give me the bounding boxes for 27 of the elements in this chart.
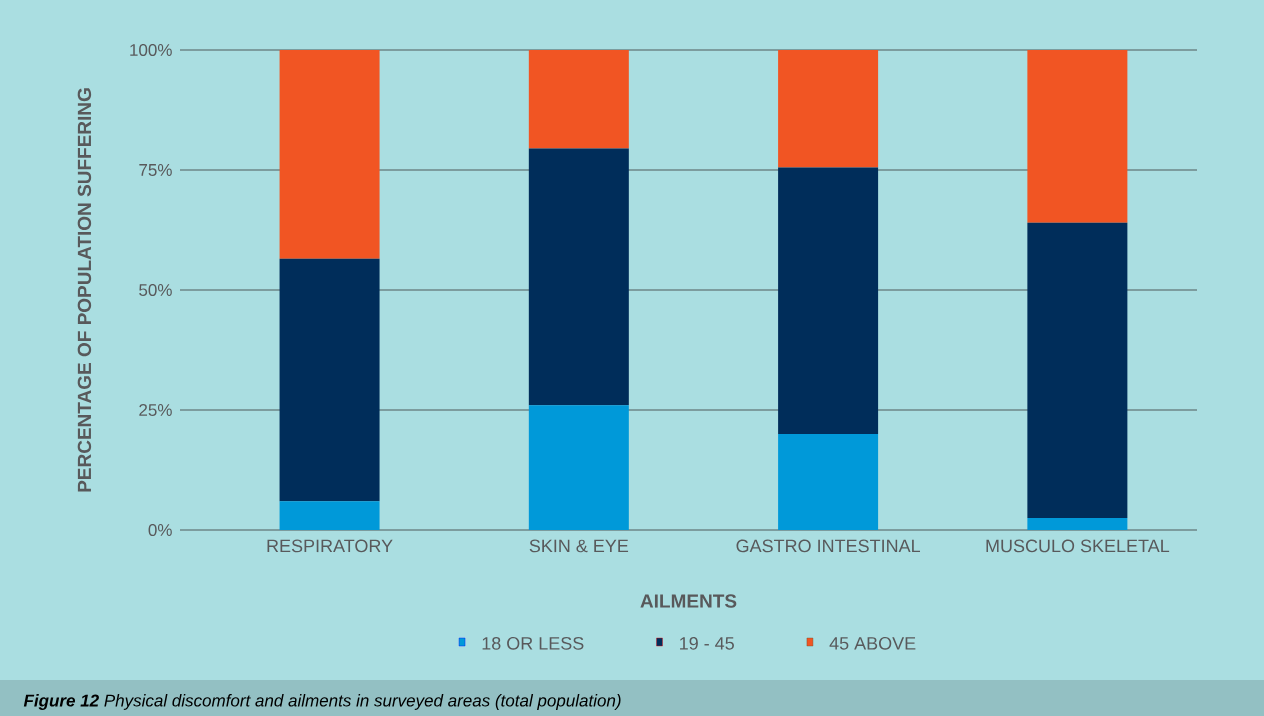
legend-label: 45 ABOVE (829, 636, 916, 650)
bar (528, 148, 629, 406)
y-tick-label: 25% (139, 403, 172, 417)
x-tick-label: MUSCULO SKELETAL (986, 539, 1170, 553)
legend-label: 18 OR LESS (482, 636, 584, 650)
bar (1027, 50, 1128, 223)
bar (1027, 518, 1128, 530)
bar (1027, 222, 1128, 518)
y-tick-label: 100% (130, 43, 172, 57)
y-tick-label: 50% (139, 283, 172, 297)
bar (279, 50, 380, 259)
bar (279, 501, 380, 530)
bar (778, 167, 879, 434)
y-axis-title: PERCENTAGE OF POPULATION SUFFERING (77, 88, 92, 492)
y-tick-label: 75% (139, 164, 172, 176)
legend-label: 19 - 45 (680, 636, 734, 650)
bar (778, 50, 879, 168)
bar (528, 405, 629, 530)
x-tick-label: SKIN & EYE (529, 539, 629, 553)
y-tick-label: 0% (148, 523, 172, 537)
bar (778, 434, 879, 530)
bar (528, 50, 629, 149)
x-axis-title: AILMENTS (640, 594, 737, 608)
text: Figure 12 Physical discomfort and ailments in surveyed areas (total population) (23, 694, 621, 710)
bar (279, 258, 380, 502)
x-tick-label: GASTRO INTESTINAL (736, 539, 921, 553)
x-tick-label: RESPIRATORY (267, 539, 393, 553)
